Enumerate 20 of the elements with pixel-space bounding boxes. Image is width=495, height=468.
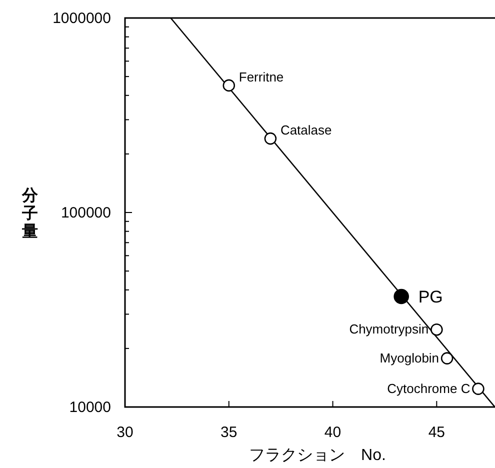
annotation: Chymotrypsin — [349, 322, 429, 337]
x-tick-label: 35 — [220, 424, 238, 441]
y-axis-title: 分子量 — [21, 186, 39, 240]
x-tick-label: 30 — [116, 424, 134, 441]
x-tick-label: 40 — [324, 424, 342, 441]
y-tick-label: 1000000 — [52, 10, 111, 27]
x-axis-title: フラクション No. — [249, 447, 386, 464]
point — [430, 323, 443, 336]
point — [264, 132, 277, 145]
annotation: Myoglobin — [380, 350, 440, 366]
annotation: Catalase — [280, 122, 332, 138]
y-tick-label: 100000 — [60, 204, 111, 222]
annotation: Ferritne — [238, 69, 284, 84]
x-tick-label: 45 — [428, 424, 446, 441]
point — [472, 382, 484, 395]
point — [440, 352, 454, 364]
point — [222, 79, 236, 92]
series-label: PG — [418, 287, 443, 306]
y-tick-label: 10000 — [69, 399, 111, 416]
annotation: Cytochrome C — [387, 380, 470, 396]
